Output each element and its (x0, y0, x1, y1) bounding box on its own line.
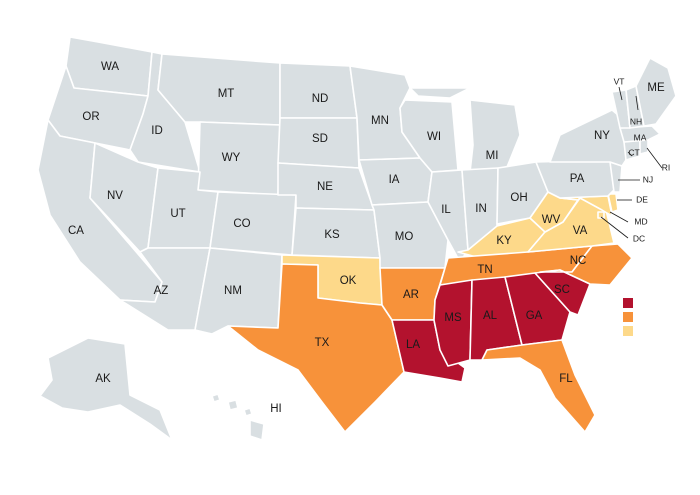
label-AL: AL (483, 310, 498, 322)
label-IN: IN (475, 203, 487, 215)
state-ME[interactable] (635, 57, 677, 127)
label-OR: OR (82, 111, 99, 123)
label-FL: FL (559, 373, 573, 385)
label-VT: VT (614, 76, 625, 86)
label-OK: OK (340, 275, 357, 287)
label-DC: DC (633, 233, 645, 243)
label-leader-lines (600, 86, 663, 239)
label-NC: NC (570, 255, 587, 267)
state-WI[interactable] (399, 99, 459, 173)
label-KS: KS (324, 229, 340, 241)
state-ND[interactable] (279, 62, 358, 119)
state-NY[interactable] (549, 109, 627, 167)
label-HI: HI (270, 403, 282, 415)
label-MO: MO (395, 231, 414, 243)
label-ND: ND (312, 93, 329, 105)
label-MA: MA (634, 132, 647, 142)
label-ID: ID (151, 125, 163, 137)
label-AR: AR (403, 289, 419, 301)
label-LA: LA (406, 339, 420, 351)
state-GA[interactable] (504, 272, 571, 346)
label-MD: MD (634, 216, 647, 226)
label-IL: IL (441, 204, 451, 216)
state-AK[interactable] (39, 337, 173, 441)
label-SC: SC (554, 284, 570, 296)
label-TN: TN (477, 264, 492, 276)
label-NH: NH (630, 116, 642, 126)
state-TX[interactable] (227, 263, 405, 433)
label-IA: IA (389, 174, 400, 186)
label-NE: NE (317, 181, 333, 193)
label-DE: DE (636, 194, 648, 204)
label-SD: SD (312, 133, 328, 145)
label-AK: AK (95, 373, 111, 385)
label-WI: WI (427, 131, 441, 143)
label-PA: PA (570, 173, 585, 185)
label-CO: CO (233, 218, 250, 230)
label-MS: MS (444, 312, 462, 324)
label-MN: MN (371, 115, 389, 127)
label-TX: TX (315, 337, 330, 349)
label-WY: WY (222, 152, 241, 164)
state-DC[interactable] (597, 211, 605, 219)
legend-swatch-medium (623, 312, 633, 322)
label-CT: CT (628, 147, 639, 157)
label-GA: GA (526, 310, 543, 322)
label-VA: VA (573, 225, 588, 237)
label-RI: RI (662, 162, 671, 172)
label-MT: MT (218, 88, 235, 100)
label-OH: OH (510, 192, 527, 204)
state-HI[interactable] (211, 393, 265, 441)
label-NY: NY (594, 130, 610, 142)
label-KY: KY (496, 235, 512, 247)
state-NC[interactable] (539, 243, 633, 286)
label-MI: MI (486, 150, 499, 162)
label-NJ: NJ (643, 174, 653, 184)
label-AZ: AZ (154, 285, 169, 297)
label-UT: UT (170, 208, 185, 220)
label-WA: WA (101, 61, 119, 73)
label-ME: ME (647, 82, 665, 94)
label-NM: NM (224, 285, 242, 297)
label-WV: WV (542, 214, 561, 226)
legend-swatch-high (623, 298, 633, 308)
label-CA: CA (68, 225, 84, 237)
label-NV: NV (107, 190, 123, 202)
legend-swatch-low (623, 326, 633, 336)
state-DE[interactable] (607, 193, 619, 213)
state-CO[interactable] (209, 191, 297, 256)
state-FL[interactable] (481, 339, 596, 433)
